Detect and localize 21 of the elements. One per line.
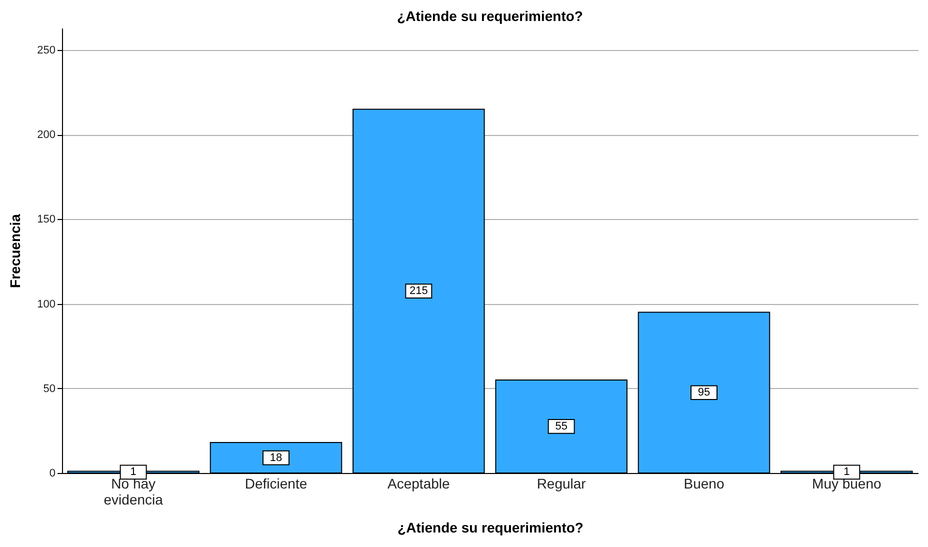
y-tick-label: 100	[37, 298, 56, 310]
chart-title: ¿Atiende su requerimiento?	[397, 8, 583, 24]
data-label: 1	[130, 466, 136, 478]
data-label: 55	[555, 420, 568, 432]
x-tick-label: Aceptable	[388, 476, 450, 492]
data-label: 215	[409, 285, 428, 298]
x-tick-label: No hay evidencia	[104, 476, 164, 508]
x-tick-label: Regular	[536, 476, 586, 492]
data-label: 18	[270, 452, 282, 464]
x-tick-label: Muy bueno	[812, 476, 882, 492]
y-tick-label: 0	[49, 468, 56, 480]
x-tick-label: Bueno	[684, 476, 724, 492]
y-axis-title: Frecuencia	[7, 214, 24, 288]
x-tick-label: Deficiente	[244, 476, 308, 492]
y-tick-label: 200	[37, 129, 56, 142]
y-tick-label: 250	[37, 44, 56, 56]
data-label: 1	[844, 466, 850, 478]
y-tick-label: 150	[37, 214, 56, 226]
data-label: 95	[698, 386, 710, 399]
x-axis-title: ¿Atiende su requerimiento?	[398, 520, 584, 536]
y-tick-label: 50	[43, 382, 56, 395]
